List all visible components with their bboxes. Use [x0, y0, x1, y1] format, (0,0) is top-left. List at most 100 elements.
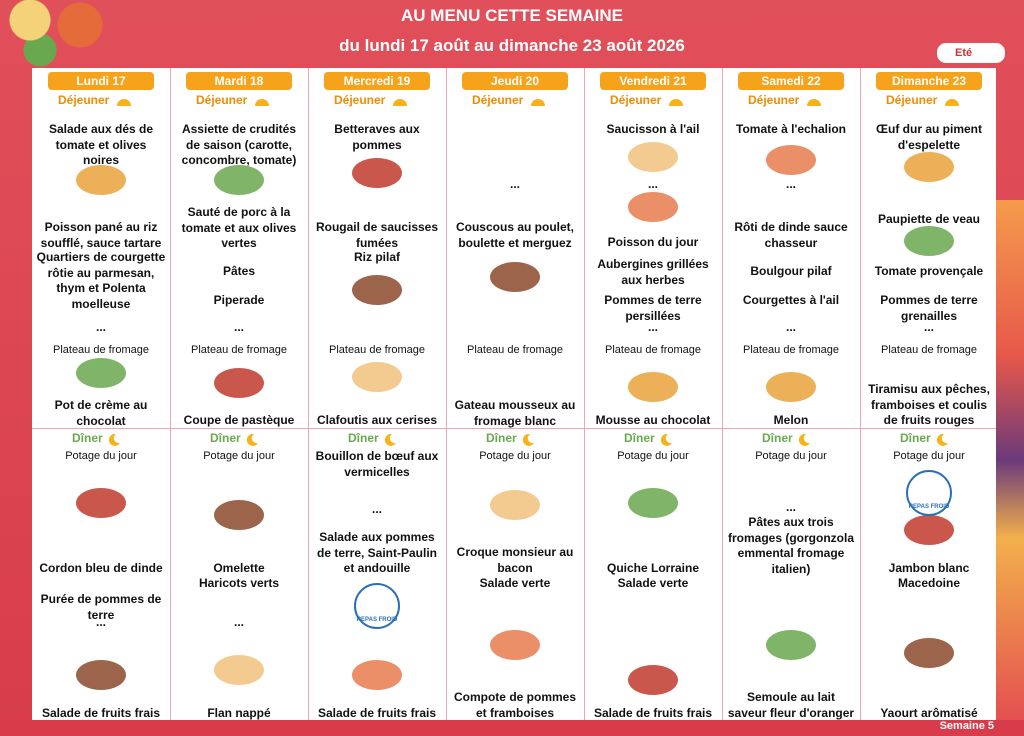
- food-image: [628, 488, 678, 518]
- menu-item: ...: [647, 320, 658, 334]
- menu-item: Clafoutis aux cerises: [316, 413, 438, 427]
- menu-item: Riz pilaf: [353, 250, 400, 264]
- food-image: [904, 226, 954, 256]
- menu-item: Gateau mousseux au fromage blanc: [454, 398, 576, 428]
- food-image: [628, 372, 678, 402]
- dinner-label: Dîner: [900, 431, 949, 446]
- menu-item: Potage du jour: [65, 450, 137, 462]
- food-image: [766, 372, 816, 402]
- food-image: [214, 655, 264, 685]
- menu-item: Bouillon de bœuf aux vermicelles: [315, 449, 439, 479]
- dinner-label: Dîner: [486, 431, 535, 446]
- menu-item: Courgettes à l'ail: [742, 293, 840, 307]
- menu-item: Melon: [773, 413, 809, 427]
- menu-item: Croque monsieur au bacon: [456, 545, 574, 575]
- food-image: [490, 630, 540, 660]
- lunch-label: Déjeuner: [334, 93, 411, 107]
- menu-item: Plateau de fromage: [742, 344, 839, 356]
- menu-item: ...: [785, 500, 796, 514]
- menu-item: ...: [95, 615, 106, 629]
- menu-item: Plateau de fromage: [328, 344, 425, 356]
- menu-item: Potage du jour: [203, 450, 275, 462]
- menu-item: ...: [509, 177, 520, 191]
- menu-item: Salade aux pommes de terre, Saint-Paulin…: [316, 530, 438, 575]
- menu-item: Salade verte: [617, 576, 689, 590]
- food-image: [490, 262, 540, 292]
- lunch-label: Déjeuner: [748, 93, 825, 107]
- title: AU MENU CETTE SEMAINE: [401, 6, 623, 25]
- menu-item: ...: [785, 177, 796, 191]
- menu-item: Semoule au lait saveur fleur d'oranger: [727, 690, 855, 720]
- food-image: [214, 165, 264, 195]
- day-header: Samedi 22: [738, 72, 844, 90]
- menu-item: ...: [371, 502, 382, 516]
- food-image: [904, 638, 954, 668]
- cold-meal-badge: REPAS FROID: [354, 583, 400, 629]
- menu-item: Boulgour pilaf: [750, 264, 832, 278]
- food-image: [628, 142, 678, 172]
- column-separator: [446, 68, 447, 720]
- food-image: [76, 165, 126, 195]
- menu-item: Coupe de pastèque: [183, 413, 295, 427]
- menu-item: Pot de crème au chocolat: [54, 398, 148, 428]
- menu-item: Omelette: [213, 561, 265, 575]
- menu-item: Pâtes aux trois fromages (gorgonzola emm…: [727, 515, 854, 576]
- menu-item: Assiette de crudités de saison (carotte,…: [181, 122, 297, 167]
- menu-item: ...: [647, 177, 658, 191]
- food-image: [76, 358, 126, 388]
- lunch-label: Déjeuner: [472, 93, 549, 107]
- menu-item: Compote de pommes et framboises: [453, 690, 576, 720]
- menu-item: ...: [95, 320, 106, 334]
- day-header: Lundi 17: [48, 72, 154, 90]
- dinner-label: Dîner: [624, 431, 673, 446]
- food-image: [76, 660, 126, 690]
- menu-item: Rougail de saucisses fumées: [315, 220, 439, 250]
- menu-item: ...: [785, 320, 796, 334]
- menu-item: Plateau de fromage: [466, 344, 563, 356]
- column-separator: [860, 68, 861, 720]
- menu-item: Betteraves aux pommes: [334, 122, 420, 152]
- food-image: [352, 158, 402, 188]
- food-image: [352, 362, 402, 392]
- food-decoration: [0, 0, 120, 70]
- dinner-label: Dîner: [762, 431, 811, 446]
- food-image: [904, 152, 954, 182]
- menu-item: Plateau de fromage: [604, 344, 701, 356]
- subtitle: du lundi 17 août au dimanche 23 août 202…: [339, 36, 685, 55]
- menu-item: Potage du jour: [755, 450, 827, 462]
- food-image: [904, 515, 954, 545]
- menu-item: Poisson pané au riz soufflé, sauce tarta…: [40, 220, 162, 250]
- menu-item: Plateau de fromage: [52, 344, 149, 356]
- food-image: [766, 630, 816, 660]
- fruit-decoration: [996, 200, 1024, 720]
- menu-item: Yaourt arômatisé: [880, 706, 978, 720]
- menu-item: Mousse au chocolat: [595, 413, 711, 427]
- food-image: [490, 490, 540, 520]
- menu-item: Jambon blanc: [888, 561, 970, 575]
- menu-item: Potage du jour: [617, 450, 689, 462]
- cold-meal-badge: REPAS FROID: [906, 470, 952, 516]
- menu-item: Salade verte: [479, 576, 551, 590]
- food-image: [76, 488, 126, 518]
- menu-panel: [32, 68, 996, 720]
- menu-item: Piperade: [213, 293, 265, 307]
- dinner-label: Dîner: [72, 431, 121, 446]
- lunch-label: Déjeuner: [610, 93, 687, 107]
- menu-item: Tomate à l'echalion: [736, 122, 846, 136]
- food-image: [628, 665, 678, 695]
- dinner-label: Dîner: [348, 431, 397, 446]
- lunch-label: Déjeuner: [58, 93, 135, 107]
- menu-item: Quiche Lorraine: [606, 561, 700, 575]
- food-image: [628, 192, 678, 222]
- column-separator: [722, 68, 723, 720]
- column-separator: [170, 68, 171, 720]
- menu-item: Quartiers de courgette rôtie au parmesan…: [36, 250, 166, 311]
- food-image: [214, 368, 264, 398]
- menu-item: Purée de pommes de terre: [40, 592, 162, 622]
- menu-item: Saucisson à l'ail: [606, 122, 700, 136]
- menu-item: ...: [233, 615, 244, 629]
- food-image: [766, 145, 816, 175]
- week-label: Semaine 5: [939, 720, 994, 732]
- menu-item: ...: [233, 320, 244, 334]
- day-header: Jeudi 20: [462, 72, 568, 90]
